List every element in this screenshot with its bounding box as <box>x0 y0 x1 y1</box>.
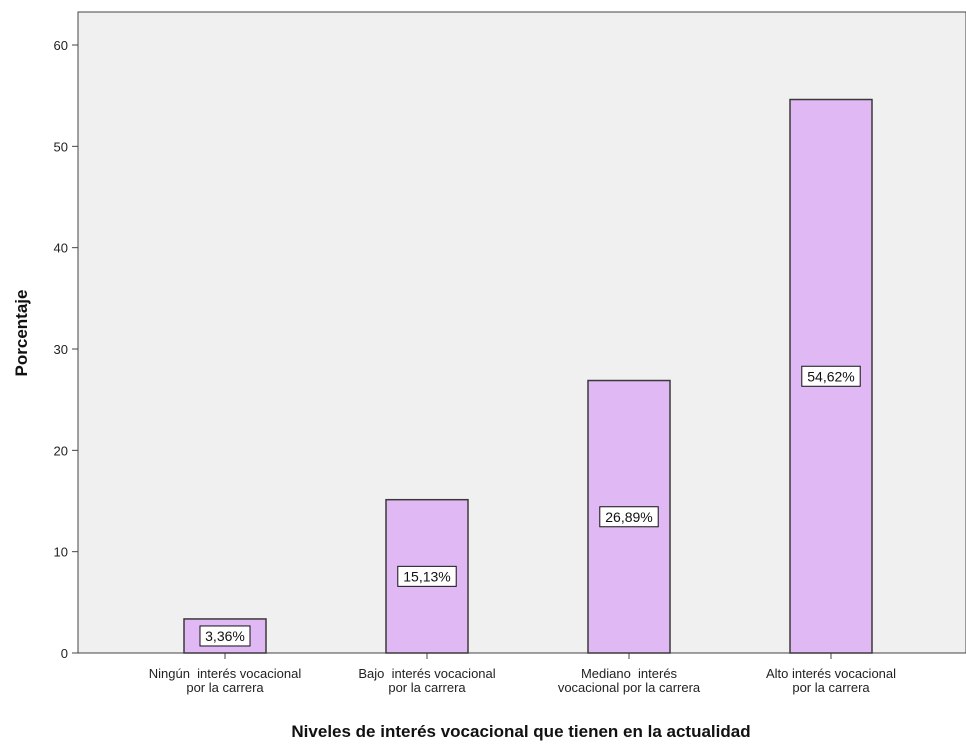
x-tick-label: por la carrera <box>792 680 870 695</box>
x-tick-label: Mediano interés <box>581 666 678 681</box>
bar-group: 26,89% <box>587 379 671 654</box>
bar-group: 54,62% <box>789 98 873 654</box>
x-tick-label: por la carrera <box>388 680 466 695</box>
y-axis-title: Porcentaje <box>12 290 31 377</box>
y-tick-label: 0 <box>61 646 68 661</box>
x-tick-label: Alto interés vocacional <box>766 666 896 681</box>
y-axis: 0 10 20 30 40 50 60 <box>54 12 79 661</box>
x-tick-label: vocacional por la carrera <box>558 680 701 695</box>
bar <box>183 618 267 654</box>
x-tick-label: Ningún interés vocacional <box>149 666 302 681</box>
data-label: 26,89% <box>605 509 652 525</box>
y-tick-label: 10 <box>54 545 68 560</box>
x-tick-label: Bajo interés vocacional <box>358 666 495 681</box>
bar-group: 15,13% <box>385 498 469 654</box>
bars: 3,36% 15,13% 26,89% 54,62% <box>183 98 873 654</box>
x-axis-title: Niveles de interés vocacional que tienen… <box>291 722 750 741</box>
data-label: 54,62% <box>807 368 854 384</box>
x-tick-label: por la carrera <box>186 680 264 695</box>
y-tick-label: 50 <box>54 139 68 154</box>
bar-group: 3,36% <box>183 618 267 654</box>
data-label-box <box>599 506 659 528</box>
data-label-box <box>199 625 251 647</box>
y-tick-label: 20 <box>54 443 68 458</box>
y-tick-label: 60 <box>54 38 68 53</box>
data-label: 15,13% <box>403 568 450 584</box>
y-tick-label: 40 <box>54 241 68 256</box>
data-label: 3,36% <box>205 628 245 644</box>
data-label-box <box>801 365 861 387</box>
data-label-box <box>397 565 457 587</box>
y-tick-label: 30 <box>54 342 68 357</box>
